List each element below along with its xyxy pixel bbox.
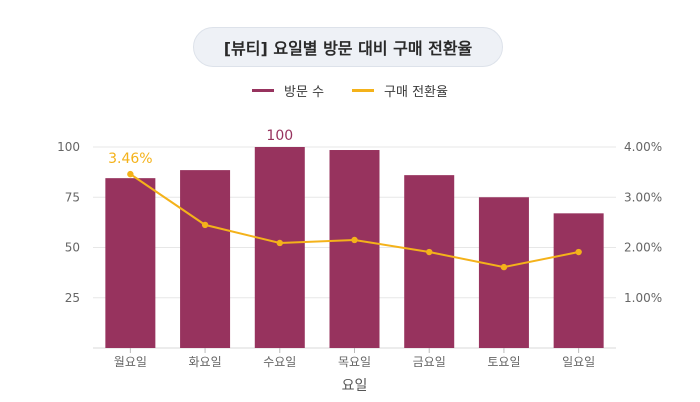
bar-금요일	[404, 175, 455, 348]
bar-data-label: 100	[266, 128, 293, 144]
legend-item-conversion[interactable]: 구매 전환율	[352, 81, 448, 100]
bar-목요일	[329, 150, 380, 348]
legend-item-visits[interactable]: 방문 수	[252, 81, 324, 100]
legend-swatch-conversion	[352, 88, 375, 92]
bar-화요일	[180, 170, 231, 348]
line-data-label: 3.46%	[108, 151, 152, 167]
y2-tick-label: 4.00%	[624, 140, 662, 154]
legend-label-conversion: 구매 전환율	[384, 84, 448, 100]
conversion-point-토요일	[500, 263, 508, 271]
y2-tick-label: 1.00%	[624, 291, 662, 305]
x-tick-label: 화요일	[189, 355, 222, 369]
legend-label-visits: 방문 수	[284, 84, 325, 100]
bar-수요일	[254, 147, 305, 348]
conversion-point-수요일	[276, 239, 283, 247]
bar-월요일	[105, 178, 156, 348]
x-tick-label: 토요일	[487, 355, 520, 369]
y-tick-label: 50	[65, 241, 80, 255]
x-tick-label: 일요일	[562, 355, 595, 369]
y2-tick-label: 3.00%	[624, 190, 662, 204]
y-tick-label: 75	[65, 190, 80, 204]
conversion-point-금요일	[426, 248, 433, 256]
x-tick-label: 목요일	[338, 355, 371, 369]
legend-swatch-visits	[252, 88, 275, 92]
bar-일요일	[553, 213, 604, 348]
x-axis-title: 요일	[342, 378, 368, 394]
x-tick-label: 수요일	[263, 355, 296, 369]
conversion-point-화요일	[201, 221, 209, 229]
y-tick-label: 100	[57, 140, 80, 154]
bar-토요일	[478, 197, 529, 348]
conversion-point-목요일	[351, 236, 358, 244]
conversion-point-일요일	[575, 248, 582, 256]
legend: 방문 수 구매 전환율	[0, 78, 700, 102]
y2-tick-label: 2.00%	[624, 241, 662, 255]
chart-title: [뷰티] 요일별 방문 대비 구매 전환율	[193, 27, 503, 67]
x-tick-label: 월요일	[114, 355, 147, 369]
y-tick-label: 25	[65, 291, 80, 305]
x-tick-label: 금요일	[413, 355, 446, 369]
conversion-point-월요일	[127, 170, 134, 178]
